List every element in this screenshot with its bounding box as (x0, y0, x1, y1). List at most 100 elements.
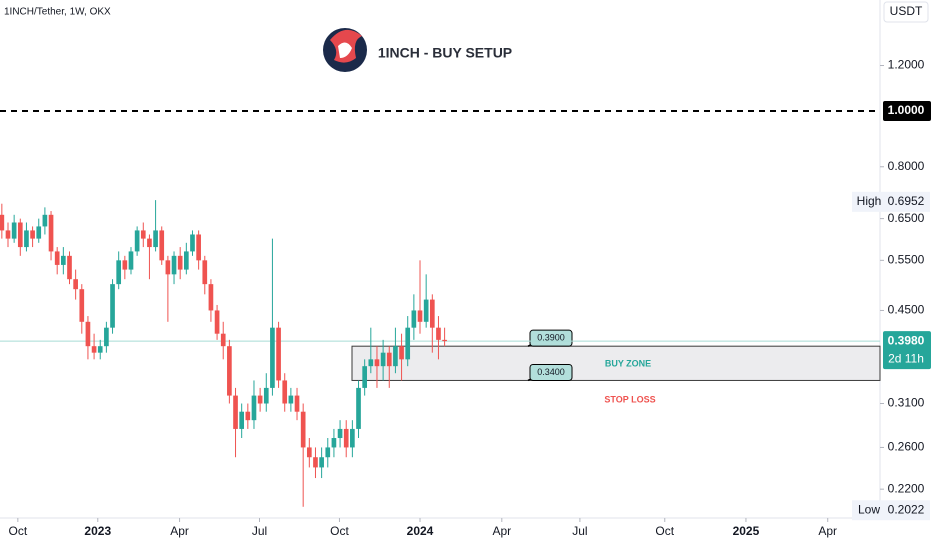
y-tick-label: 0.4500 (888, 303, 925, 317)
x-tick-label: 2023 (84, 524, 111, 538)
currency: USDT (890, 4, 923, 18)
buy-zone (351, 345, 881, 381)
y-tick-label: 1.2000 (888, 58, 925, 72)
candle-body (61, 255, 66, 265)
candle-body (374, 359, 380, 367)
candle-body (270, 327, 275, 388)
currency-box (883, 1, 929, 23)
candle-body (17, 222, 23, 248)
callout-box (529, 329, 573, 347)
candle-body (30, 230, 35, 239)
candle-body (436, 327, 441, 340)
callout-box (529, 363, 573, 381)
y-tick-label: 0.6500 (888, 211, 925, 225)
x-tick-label: Jul (252, 524, 267, 538)
marker-value: 0.2022 (888, 502, 925, 516)
candle-body (91, 346, 97, 353)
x-tick-label: Apr (170, 524, 189, 538)
candle-body (79, 289, 85, 322)
candle-body (343, 428, 349, 448)
last-price-box (883, 331, 931, 370)
candle-body (128, 251, 134, 270)
candle-body (356, 387, 361, 429)
y-tick-label: 0.2600 (888, 440, 925, 454)
chart-title: 1INCH - BUY SETUP (378, 45, 512, 61)
candle-body (411, 310, 417, 328)
candle-body (202, 260, 208, 285)
x-tick-label: Oct (655, 524, 674, 538)
candle-body (214, 310, 220, 334)
marker-box (852, 500, 930, 521)
candle-body (294, 395, 300, 412)
candle-body (177, 255, 183, 270)
candle-body (386, 352, 392, 367)
candle-body (97, 346, 103, 353)
candle-body (5, 230, 11, 239)
candle-body (190, 234, 195, 252)
callout-label: 0.3400 (537, 367, 565, 377)
marker-box (852, 191, 930, 212)
candle-body (116, 260, 122, 285)
candle-body (380, 352, 386, 367)
candle-body (48, 214, 54, 252)
candle-body (208, 284, 214, 311)
level-label: 1.0000 (888, 103, 925, 117)
candle-body (282, 380, 288, 404)
candle-body (227, 346, 232, 396)
candle-body (288, 395, 294, 404)
candle-body (196, 234, 201, 261)
y-tick-label: 0.3100 (888, 396, 925, 410)
candle-body (140, 230, 146, 239)
candle-body (54, 251, 60, 265)
candle-body (331, 438, 337, 448)
marker-name: High (857, 194, 882, 208)
candle-body (300, 411, 306, 448)
symbol-info: 1INCH/Tether, 1W, OKX (4, 7, 111, 18)
candle-body (362, 366, 368, 388)
y-tick-label: 0.2200 (888, 481, 925, 495)
candle-body (251, 395, 257, 421)
candle-body (429, 299, 435, 328)
x-tick-label: Apr (492, 524, 511, 538)
candle-body (393, 346, 398, 367)
candle-body (350, 428, 355, 448)
x-tick-label: Jul (572, 524, 587, 538)
candle-body (306, 447, 312, 458)
y-tick-label: 0.5500 (888, 253, 925, 267)
candle-body (245, 411, 251, 421)
candle-body (405, 327, 411, 360)
candle-body (399, 346, 404, 360)
candle-body (0, 214, 5, 231)
candle-body (153, 230, 158, 248)
candle-body (417, 310, 423, 322)
candle-body (159, 230, 165, 261)
candle-body (73, 279, 78, 290)
candle-body (183, 251, 189, 270)
candle-body (368, 359, 374, 367)
candle-body (276, 327, 281, 381)
candle-body (325, 447, 331, 458)
buy-zone-label: BUY ZONE (605, 358, 651, 368)
candle-body (442, 339, 447, 342)
last-price-label: 0.3980 (888, 333, 925, 347)
candle-body (423, 299, 429, 322)
x-tick-label: Oct (330, 524, 349, 538)
x-tick-label: 2025 (733, 524, 760, 538)
candle-body (220, 333, 226, 347)
candle-body (24, 230, 29, 248)
candle-body (239, 411, 245, 429)
candle-body (134, 230, 140, 252)
marker-name: Low (858, 502, 880, 516)
candle-body (319, 457, 324, 468)
candle-body (104, 327, 109, 347)
x-tick-label: Apr (818, 524, 837, 538)
logo (323, 28, 367, 72)
candle-body (257, 395, 263, 404)
candle-body (233, 395, 238, 429)
candle-body (110, 284, 115, 328)
callout-label: 0.3900 (537, 333, 565, 343)
candle-body (67, 255, 72, 280)
marker-value: 0.6952 (888, 194, 925, 208)
